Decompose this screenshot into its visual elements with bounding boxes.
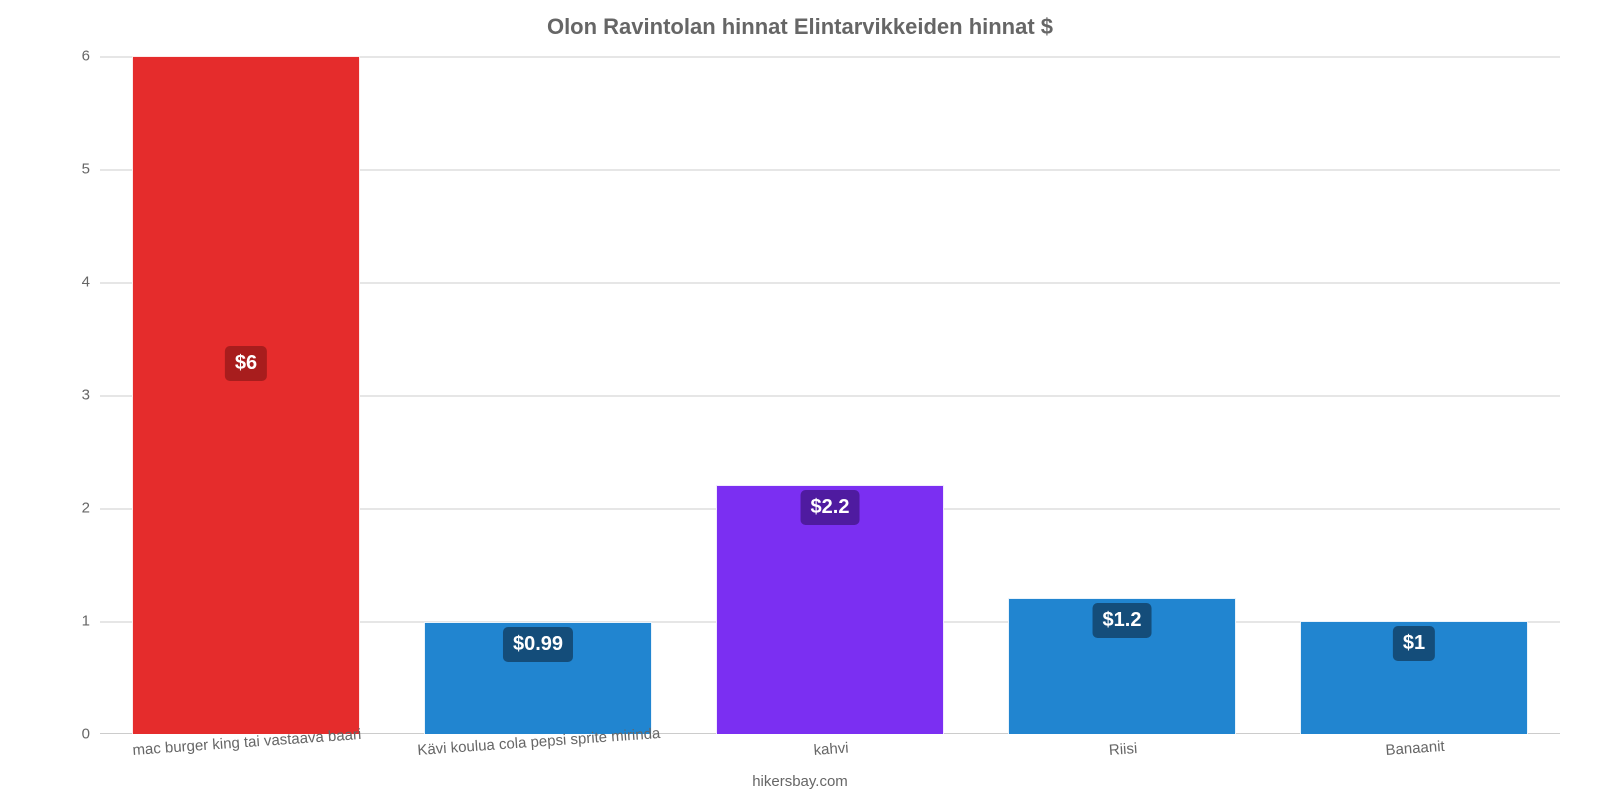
x-tick-label: Riisi bbox=[1108, 732, 1138, 759]
value-badge: $1 bbox=[1393, 626, 1435, 661]
value-badge: $1.2 bbox=[1093, 603, 1152, 638]
y-tick-label: 3 bbox=[82, 387, 100, 404]
bar-slot: $2.2kahvi bbox=[684, 56, 976, 734]
price-bar-chart: Olon Ravintolan hinnat Elintarvikkeiden … bbox=[0, 0, 1600, 800]
x-tick-label: kahvi bbox=[812, 732, 849, 759]
y-tick-label: 5 bbox=[82, 161, 100, 178]
y-tick-label: 4 bbox=[82, 274, 100, 291]
plot-area: 0123456$6mac burger king tai vastaava ba… bbox=[100, 56, 1560, 734]
x-tick-label: Banaanit bbox=[1384, 730, 1445, 759]
chart-title: Olon Ravintolan hinnat Elintarvikkeiden … bbox=[0, 14, 1600, 40]
bar-slot: $1Banaanit bbox=[1268, 56, 1560, 734]
bar bbox=[132, 56, 360, 734]
value-badge: $2.2 bbox=[801, 490, 860, 525]
y-tick-label: 2 bbox=[82, 500, 100, 517]
chart-footer: hikersbay.com bbox=[0, 773, 1600, 790]
bar-slot: $1.2Riisi bbox=[976, 56, 1268, 734]
y-tick-label: 0 bbox=[82, 726, 100, 743]
bar-slot: $6mac burger king tai vastaava baari bbox=[100, 56, 392, 734]
bar-slot: $0.99Kävi koulua cola pepsi sprite mirin… bbox=[392, 56, 684, 734]
y-tick-label: 1 bbox=[82, 613, 100, 630]
y-tick-label: 6 bbox=[82, 48, 100, 65]
value-badge: $6 bbox=[225, 346, 267, 381]
value-badge: $0.99 bbox=[503, 627, 573, 662]
